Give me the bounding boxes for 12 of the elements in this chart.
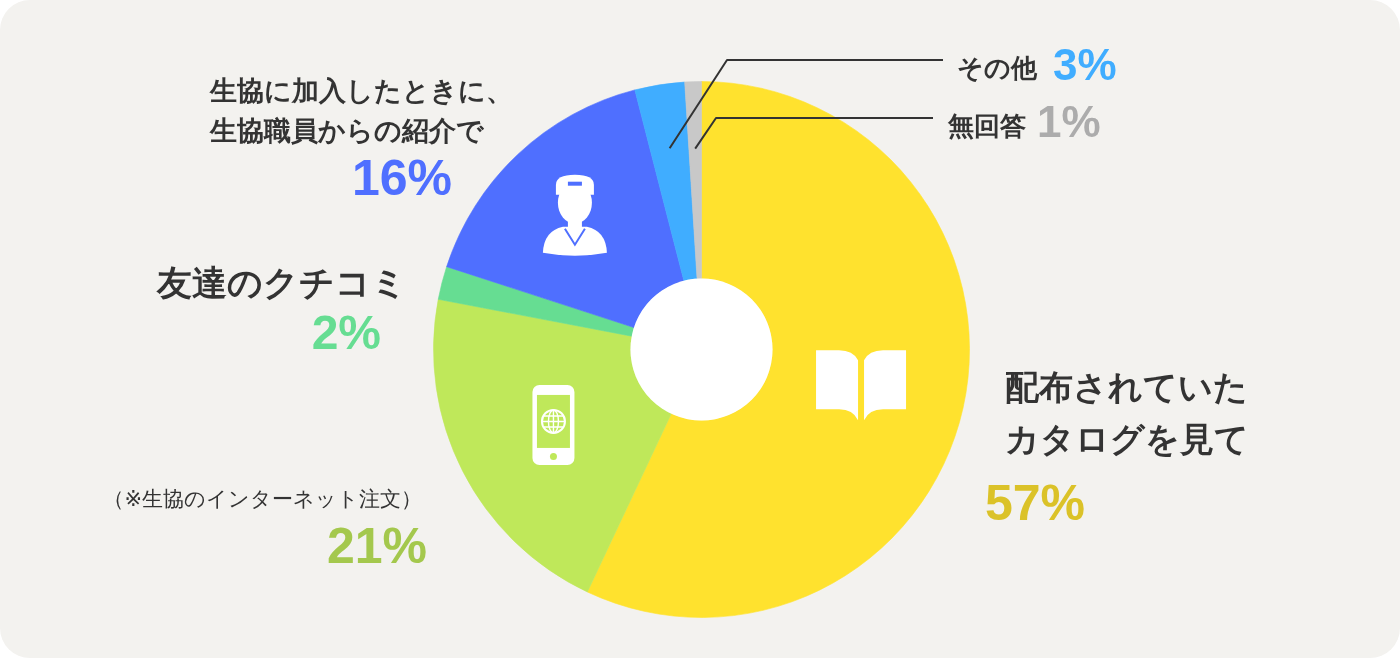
slice-label: 配布されていたカタログを見て bbox=[1005, 368, 1249, 458]
data-label: 3% bbox=[1053, 40, 1117, 89]
data-label: 2% bbox=[311, 306, 381, 359]
data-label: 57% bbox=[985, 475, 1086, 531]
slice-label: 生協に加入したときに、生協職員からの紹介で bbox=[209, 76, 513, 146]
slice-label: （※生協のインターネット注文） bbox=[103, 487, 422, 510]
data-label: 21% bbox=[326, 518, 427, 574]
data-label: 16% bbox=[351, 150, 452, 206]
slice-label: 友達のクチコミ bbox=[156, 263, 407, 302]
slice-label: その他 bbox=[957, 53, 1038, 83]
slice-label: 無回答 bbox=[947, 111, 1026, 141]
data-label: 1% bbox=[1037, 97, 1101, 146]
